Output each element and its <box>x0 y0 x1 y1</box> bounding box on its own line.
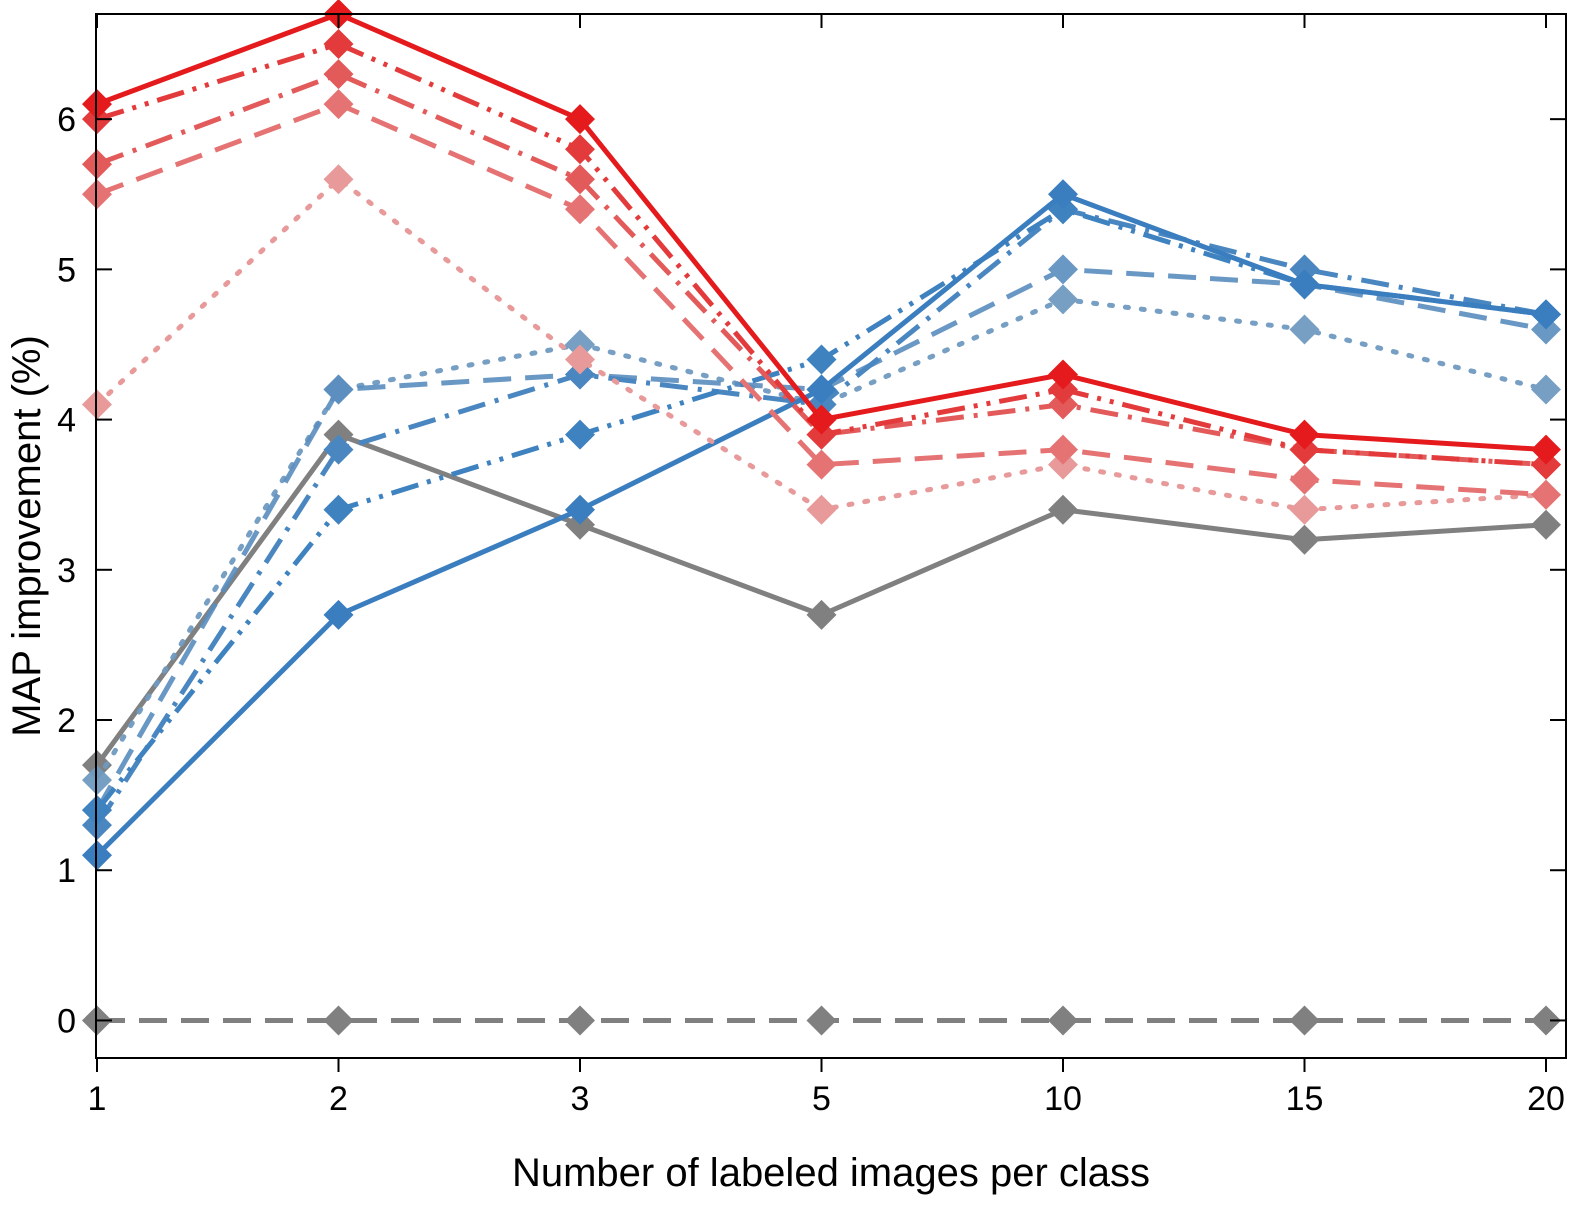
data-point-marker <box>806 449 837 480</box>
x-tick-label: 2 <box>329 1080 348 1118</box>
data-point-marker <box>323 59 354 90</box>
data-point-marker <box>323 599 354 630</box>
x-tick-label: 1 <box>88 1080 107 1118</box>
data-point-marker <box>806 344 837 375</box>
data-point-marker <box>323 1005 354 1036</box>
data-point-marker <box>806 494 837 525</box>
y-tick-label: 2 <box>57 702 76 740</box>
data-point-marker <box>323 374 354 405</box>
series-gray-solid <box>82 419 1561 781</box>
y-tick-label: 0 <box>57 1002 76 1040</box>
y-tick-label: 1 <box>57 852 76 890</box>
data-point-marker <box>806 404 837 435</box>
x-tick-label: 10 <box>1044 1080 1082 1118</box>
y-tick-label: 5 <box>57 251 76 289</box>
data-point-marker <box>1289 269 1320 300</box>
data-point-marker <box>1048 494 1078 525</box>
data-point-marker <box>323 29 354 60</box>
data-point-marker <box>565 104 595 135</box>
data-point-marker <box>1289 314 1320 345</box>
data-point-marker <box>1531 299 1561 330</box>
data-point-marker <box>323 494 354 525</box>
data-point-marker <box>1048 1005 1078 1036</box>
data-point-marker <box>565 344 595 375</box>
data-point-marker <box>1289 434 1320 465</box>
data-point-marker <box>1289 1005 1320 1036</box>
data-point-marker <box>565 1005 595 1036</box>
x-tick-label: 15 <box>1286 1080 1324 1118</box>
data-point-marker <box>323 164 354 195</box>
data-point-marker <box>1048 389 1078 420</box>
data-point-marker <box>1531 509 1561 540</box>
x-axis-title: Number of labeled images per class <box>512 1151 1150 1195</box>
data-point-marker <box>1048 254 1078 285</box>
data-point-marker <box>1531 314 1561 345</box>
y-tick-label: 6 <box>57 101 76 139</box>
data-point-marker <box>565 509 595 540</box>
data-point-marker <box>1531 374 1561 405</box>
data-point-marker <box>1531 434 1561 465</box>
data-point-marker <box>1048 179 1078 210</box>
data-point-marker <box>806 374 837 405</box>
data-point-marker <box>323 419 354 450</box>
data-point-marker <box>1289 254 1320 285</box>
data-point-marker <box>565 494 595 525</box>
series-blue-solid <box>82 179 1561 871</box>
data-point-marker <box>1531 449 1561 480</box>
data-point-marker <box>565 194 595 225</box>
series-red-dash-dot-dot <box>82 29 1561 480</box>
data-point-marker <box>1531 1005 1561 1036</box>
data-point-marker <box>565 134 595 165</box>
series-gray-dashed-baseline <box>82 1005 1561 1036</box>
y-tick-label: 3 <box>57 552 76 590</box>
data-point-marker <box>806 1005 837 1036</box>
data-point-marker <box>565 329 595 360</box>
data-point-marker <box>1048 449 1078 480</box>
data-point-marker <box>1289 494 1320 525</box>
axes-layer: 1 2 3 5 10 15 20 0 1 2 3 4 5 6 <box>57 14 1566 1118</box>
series-red-dashed <box>82 89 1561 510</box>
series-layer <box>82 0 1561 1036</box>
data-point-marker <box>1048 434 1078 465</box>
data-point-marker <box>565 419 595 450</box>
data-point-marker <box>323 434 354 465</box>
series-line <box>95 191 1547 857</box>
x-tick-label: 3 <box>571 1080 590 1118</box>
data-point-marker <box>1531 479 1561 510</box>
data-point-marker <box>1048 284 1078 315</box>
data-point-marker <box>1048 374 1078 405</box>
data-point-marker <box>323 89 354 120</box>
data-point-marker <box>565 164 595 195</box>
data-point-marker <box>806 419 837 450</box>
data-point-marker <box>806 599 837 630</box>
x-tick-label: 5 <box>812 1080 831 1118</box>
data-point-marker <box>1289 419 1320 450</box>
y-axis-title: MAP improvement (%) <box>5 335 49 737</box>
data-point-marker <box>1289 464 1320 495</box>
y-tick-label: 4 <box>57 402 76 440</box>
x-tick-label: 20 <box>1527 1080 1565 1118</box>
data-point-marker <box>1289 524 1320 555</box>
plot-frame <box>95 13 1567 1059</box>
data-point-marker <box>1048 359 1078 390</box>
